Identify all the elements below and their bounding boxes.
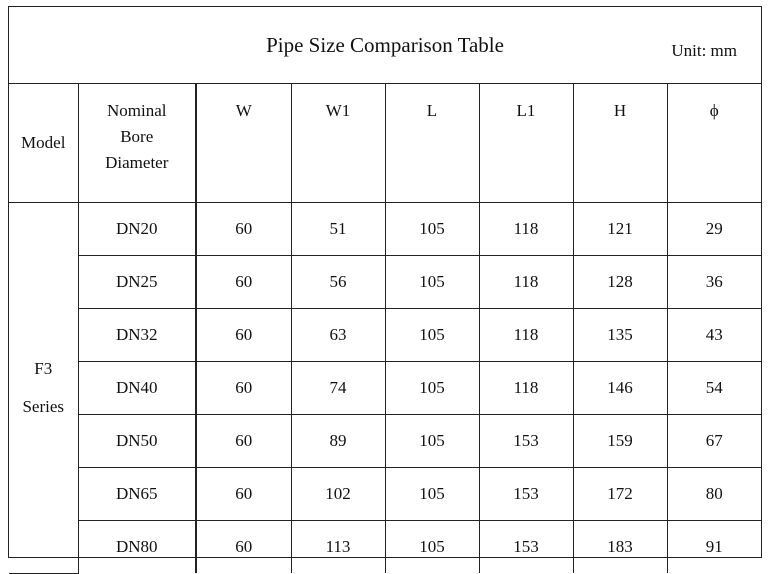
cell-h: 146 [572,361,668,415]
cell-l1: 118 [478,308,574,362]
cell-w1: 102 [290,467,386,521]
cell-dn: DN32 [77,308,197,362]
cell-phi: 36 [666,255,761,309]
table-row: DN65 60 102 105 153 172 80 [9,467,761,521]
table-row: DN50 60 89 105 153 159 67 [9,414,761,468]
cell-w: 60 [195,202,292,256]
cell-dn: DN65 [77,467,197,521]
cell-dn: DN25 [77,255,197,309]
series-line1: F3 [34,358,53,378]
cell-w1: 89 [290,414,386,468]
cell-phi: 54 [666,361,761,415]
cell-l: 105 [384,467,480,521]
cell-h: 183 [572,520,668,573]
cell-l: 105 [384,202,480,256]
cell-l: 105 [384,361,480,415]
table-title: Pipe Size Comparison Table [266,33,504,57]
table-row: DN80 60 113 105 153 183 91 [9,520,761,573]
cell-phi: 29 [666,202,761,256]
header-w: W [195,83,292,203]
cell-h: 172 [572,467,668,521]
cell-w1: 51 [290,202,386,256]
header-bore-line2: Bore [120,127,154,146]
cell-phi: 91 [666,520,761,573]
cell-dn: DN80 [77,520,197,573]
cell-phi: 80 [666,467,761,521]
table-row: DN32 60 63 105 118 135 43 [9,308,761,362]
header-l: L [384,83,480,203]
cell-h: 128 [572,255,668,309]
cell-dn: DN20 [77,202,197,256]
table-row: DN25 60 56 105 118 128 36 [9,255,761,309]
cell-l: 105 [384,520,480,573]
cell-w1: 63 [290,308,386,362]
cell-w: 60 [195,255,292,309]
unit-label: Unit: mm [671,41,737,60]
cell-l: 105 [384,255,480,309]
cell-w: 60 [195,520,292,573]
cell-h: 135 [572,308,668,362]
header-bore-line3: Diameter [105,153,169,172]
pipe-size-table-frame: Pipe Size Comparison Table Unit: mm Mode… [8,6,762,574]
cell-w1: 113 [290,520,386,573]
cell-l1: 118 [478,361,574,415]
comparison-table: Model Nominal Bore Diameter W W1 L L1 H … [9,83,761,574]
cell-l: 105 [384,308,480,362]
cell-w: 60 [195,361,292,415]
cell-l1: 118 [478,255,574,309]
header-l1: L1 [478,83,574,203]
title-row: Pipe Size Comparison Table Unit: mm [9,7,761,84]
table-row: F3 Series DN20 60 51 105 118 121 29 [9,202,761,574]
series-line2: Series [22,396,65,416]
header-row: Model Nominal Bore Diameter W W1 L L1 H … [9,83,761,203]
cell-w: 60 [195,467,292,521]
cell-h: 159 [572,414,668,468]
cell-l: 105 [384,414,480,468]
header-w1: W1 [290,83,386,203]
cell-l1: 153 [478,467,574,521]
header-bore-line1: Nominal [107,101,167,120]
header-model: Model [9,83,79,203]
cell-phi: 43 [666,308,761,362]
cell-w: 60 [195,414,292,468]
cell-w: 60 [195,308,292,362]
cell-l1: 153 [478,520,574,573]
table-row: DN40 60 74 105 118 146 54 [9,361,761,415]
cell-dn: DN40 [77,361,197,415]
cell-l1: 118 [478,202,574,256]
model-series-cell: F3 Series [9,202,79,574]
cell-h: 121 [572,202,668,256]
header-phi: ϕ [666,83,761,203]
cell-phi: 67 [666,414,761,468]
cell-w1: 56 [290,255,386,309]
cell-l1: 153 [478,414,574,468]
header-h: H [572,83,668,203]
header-nominal-bore-diameter: Nominal Bore Diameter [77,83,197,203]
cell-w1: 74 [290,361,386,415]
cell-dn: DN50 [77,414,197,468]
